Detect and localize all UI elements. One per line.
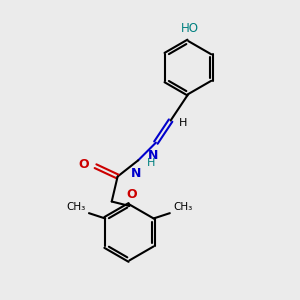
Text: H: H [147, 158, 155, 168]
Text: H: H [179, 118, 187, 128]
Text: CH₃: CH₃ [173, 202, 193, 212]
Text: O: O [126, 188, 137, 201]
Text: CH₃: CH₃ [66, 202, 85, 212]
Text: N: N [131, 167, 141, 180]
Text: O: O [78, 158, 89, 171]
Text: N: N [148, 149, 159, 162]
Text: HO: HO [181, 22, 199, 34]
